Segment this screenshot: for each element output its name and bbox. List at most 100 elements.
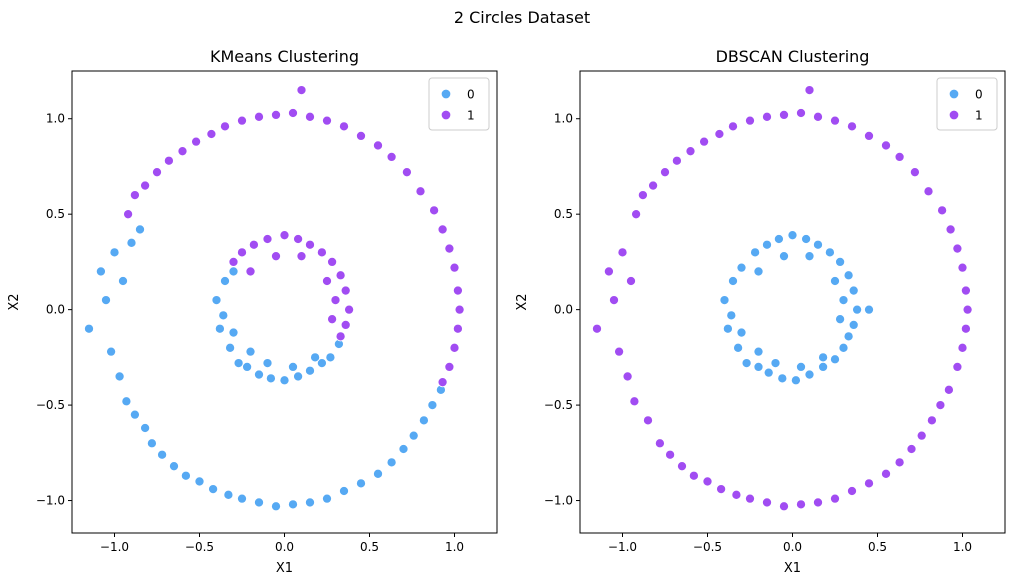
data-point-cluster-1 [270, 251, 282, 262]
data-point-cluster-1 [452, 323, 463, 334]
data-point-cluster-0 [214, 323, 225, 334]
data-point-cluster-0 [386, 457, 397, 468]
data-point-cluster-1 [228, 256, 239, 267]
data-point-cluster-1 [327, 256, 338, 267]
data-point-cluster-1 [236, 115, 248, 126]
data-point-cluster-1 [444, 361, 455, 372]
y-tick-label: −0.5 [544, 398, 573, 412]
data-point-cluster-0 [310, 352, 321, 363]
data-point-cluster-0 [157, 449, 168, 460]
data-point-cluster-0 [838, 295, 849, 306]
data-point-cluster-0 [741, 358, 752, 369]
data-point-cluster-0 [848, 285, 859, 296]
data-point-cluster-0 [279, 375, 290, 386]
data-point-cluster-1 [880, 140, 892, 151]
data-point-cluster-1 [642, 415, 654, 426]
data-point-cluster-1 [926, 415, 937, 426]
data-point-cluster-1 [846, 121, 858, 132]
data-point-cluster-1 [744, 493, 756, 504]
data-point-cluster-0 [727, 275, 739, 287]
data-point-cluster-0 [109, 247, 120, 258]
data-point-cluster-0 [262, 358, 273, 369]
data-point-cluster-0 [180, 470, 191, 481]
data-point-cluster-0 [408, 430, 419, 441]
data-point-cluster-0 [83, 323, 95, 334]
data-point-cluster-0 [733, 342, 744, 353]
data-point-cluster-1 [355, 130, 367, 141]
y-tick-label: 0.0 [46, 303, 65, 317]
data-point-cluster-1 [699, 136, 710, 147]
x-tick-label: 0.5 [360, 540, 379, 554]
y-tick-label: 0.5 [46, 207, 65, 221]
data-point-cluster-0 [736, 327, 747, 338]
data-point-cluster-0 [804, 251, 815, 262]
data-point-cluster-0 [126, 237, 137, 248]
data-point-cluster-0 [835, 314, 846, 325]
legend-marker-1 [440, 109, 452, 121]
legend-box [936, 77, 998, 131]
data-point-cluster-1 [617, 247, 628, 258]
data-point-cluster-0 [753, 361, 764, 372]
axes-frame [579, 70, 1006, 534]
data-point-cluster-1 [603, 266, 614, 277]
data-point-cluster-1 [744, 115, 756, 126]
data-point-cluster-1 [952, 361, 963, 372]
data-point-cluster-0 [321, 493, 333, 504]
data-point-cluster-0 [287, 361, 299, 372]
legend-label-1: 1 [975, 109, 983, 123]
data-point-cluster-1 [287, 107, 299, 119]
data-point-cluster-1 [688, 470, 699, 481]
data-point-cluster-0 [208, 484, 219, 495]
data-point-cluster-1 [778, 501, 790, 512]
y-tick-label: 0.0 [554, 303, 573, 317]
data-point-cluster-1 [608, 295, 620, 306]
data-point-cluster-1 [335, 270, 346, 281]
y-tick-label: −0.5 [36, 398, 65, 412]
data-point-cluster-1 [761, 111, 773, 122]
points-group [591, 85, 973, 512]
x-tick-label: −0.5 [693, 540, 722, 554]
data-point-cluster-1 [236, 247, 248, 258]
data-point-cluster-0 [265, 373, 276, 384]
data-point-cluster-1 [327, 314, 338, 325]
data-point-cluster-0 [843, 270, 854, 281]
data-point-cluster-0 [304, 365, 316, 376]
data-point-cluster-0 [253, 369, 265, 380]
y-tick-label: 1.0 [46, 112, 65, 126]
data-point-cluster-1 [659, 167, 671, 178]
legend-marker-1 [948, 109, 960, 121]
data-point-cluster-0 [763, 367, 774, 378]
legend-box [428, 77, 490, 131]
dbscan-panel: DBSCAN Clustering −1.0 −0.5 0.0 0.5 1.0 −1.0 −0… [515, 47, 1006, 576]
data-point-cluster-0 [843, 331, 854, 342]
data-point-cluster-0 [219, 275, 231, 287]
data-point-cluster-0 [121, 396, 132, 407]
data-point-cluster-1 [140, 180, 151, 191]
data-point-cluster-0 [146, 438, 157, 449]
data-point-cluster-0 [245, 346, 256, 357]
data-point-cluster-1 [761, 497, 773, 508]
data-point-cluster-0 [790, 375, 801, 386]
data-point-cluster-1 [654, 438, 665, 449]
data-point-cluster-1 [648, 180, 659, 191]
x-axis-label: X1 [784, 561, 801, 576]
data-point-cluster-0 [242, 361, 253, 372]
data-point-cluster-1 [123, 209, 134, 220]
data-point-cluster-1 [957, 262, 968, 273]
data-point-cluster-1 [916, 430, 927, 441]
data-point-cluster-1 [248, 239, 259, 250]
data-point-cluster-1 [846, 485, 858, 497]
data-point-cluster-1 [444, 243, 455, 254]
data-point-cluster-1 [952, 243, 963, 254]
legend-label-0: 0 [975, 88, 983, 102]
data-point-cluster-1 [245, 266, 256, 277]
data-point-cluster-1 [330, 295, 341, 306]
data-point-cluster-1 [452, 285, 463, 296]
data-point-cluster-1 [614, 346, 625, 357]
data-point-cluster-1 [804, 85, 815, 96]
y-tick-label: 1.0 [554, 112, 573, 126]
data-point-cluster-1 [304, 239, 316, 250]
data-point-cluster-1 [906, 443, 917, 455]
data-point-cluster-1 [129, 190, 140, 201]
